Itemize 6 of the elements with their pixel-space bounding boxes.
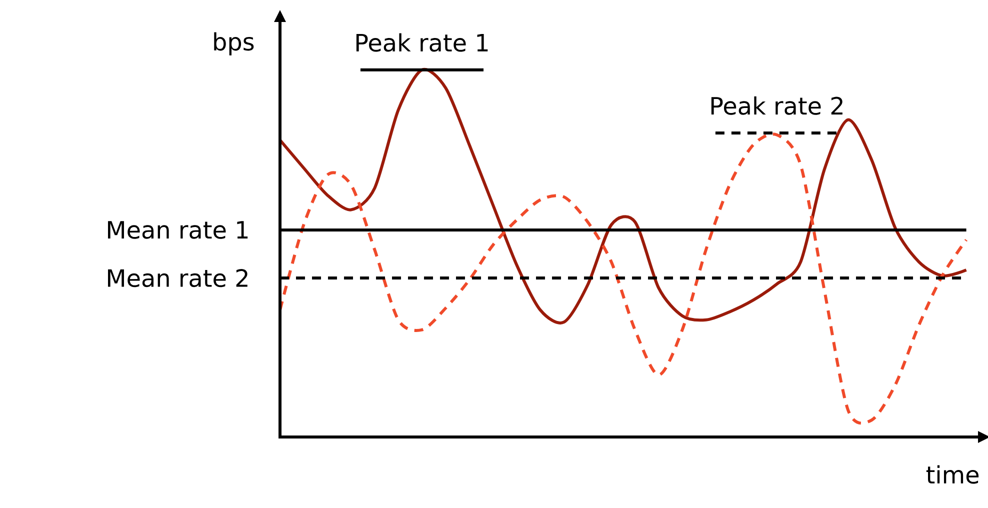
ref-line-label: Mean rate 1: [108, 221, 248, 239]
annotation: Peak rate 1: [356, 33, 488, 52]
annotation: Peak rate 2: [711, 96, 842, 115]
x-axis-title: time: [926, 465, 979, 484]
y-axis-title: bps: [214, 32, 254, 56]
ref-line-label: Mean rate 2: [108, 269, 248, 288]
